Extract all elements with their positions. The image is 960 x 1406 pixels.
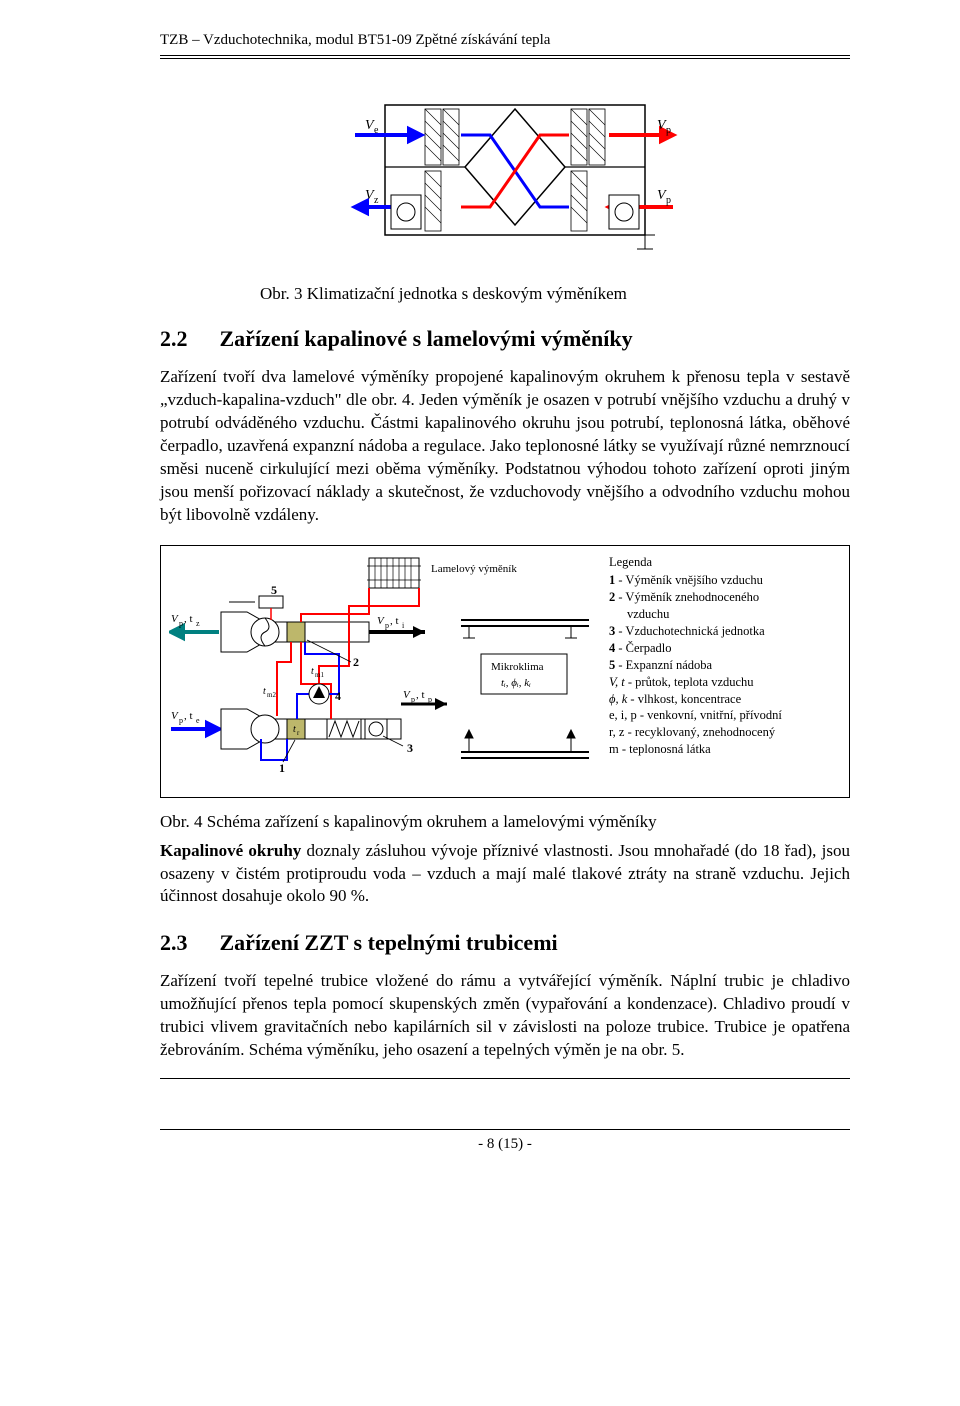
legend-item: 3 - Vzduchotechnická jednotka [609, 623, 782, 640]
svg-text:p: p [428, 695, 432, 704]
legend-item: 5 - Expanzní nádoba [609, 657, 782, 674]
sec22-para: Zařízení tvoří dva lamelové výměníky pro… [160, 366, 850, 527]
legend-item: 1 - Výměník vnějšího vzduchu [609, 572, 782, 589]
svg-text:p: p [411, 695, 415, 704]
fig4-legend: Legenda 1 - Výměník vnějšího vzduchu2 - … [609, 554, 782, 759]
page-footer: - 8 (15) - [160, 1129, 850, 1153]
sec23-para: Zařízení tvoří tepelné trubice vložené d… [160, 970, 850, 1062]
svg-text:4: 4 [335, 689, 341, 703]
svg-text:p: p [179, 619, 183, 628]
fig4-svg: Lamelový výměník V p , t z [169, 554, 599, 784]
fig4-caption: Obr. 4 Schéma zařízení s kapalinovým okr… [160, 812, 850, 832]
svg-text:p: p [385, 621, 389, 630]
svg-text:1: 1 [279, 761, 285, 775]
running-header: TZB – Vzduchotechnika, modul BT51-09 Zpě… [160, 32, 850, 56]
svg-text:e: e [374, 125, 379, 136]
svg-text:t: t [263, 686, 266, 697]
legend-item: 2 - Výměník znehodnoceného [609, 589, 782, 606]
svg-text:p: p [666, 125, 671, 136]
legend-symbol: e, i, p - venkovní, vnitřní, přívodní [609, 707, 782, 724]
svg-text:, t: , t [416, 689, 425, 701]
svg-text:3: 3 [407, 741, 413, 755]
svg-text:V: V [377, 615, 385, 627]
heading-2-2: 2.2 Zařízení kapalinové s lamelovými vým… [160, 326, 850, 352]
svg-text:Mikroklima: Mikroklima [491, 661, 544, 673]
svg-text:t: t [293, 724, 296, 735]
fig4-top-label: Lamelový výměník [431, 563, 517, 575]
svg-text:2: 2 [353, 655, 359, 669]
figure-3: V e V z V p V p [160, 87, 850, 262]
fig3-svg: V e V z V p V p [325, 87, 685, 257]
svg-text:V: V [171, 613, 179, 625]
heading-title: Zařízení kapalinové s lamelovými výměník… [220, 326, 633, 352]
svg-text:m2: m2 [267, 691, 276, 699]
fig3-caption: Obr. 3 Klimatizační jednotka s deskovým … [160, 284, 850, 304]
para-after-fig4: Kapalinové okruhy doznaly zásluhou vývoj… [160, 840, 850, 909]
svg-text:i: i [402, 621, 405, 630]
svg-text:m1: m1 [315, 671, 324, 679]
svg-text:, t: , t [184, 613, 193, 625]
heading-num: 2.3 [160, 930, 188, 956]
svg-text:tᵢ, ϕᵢ, kᵢ: tᵢ, ϕᵢ, kᵢ [501, 677, 531, 689]
legend-symbol: ϕ, k - vlhkost, koncentrace [609, 691, 782, 708]
svg-text:V: V [171, 710, 179, 722]
svg-text:e: e [196, 716, 200, 725]
svg-text:, t: , t [390, 615, 399, 627]
bold-lead: Kapalinové okruhy [160, 841, 301, 860]
svg-text:p: p [179, 716, 183, 725]
legend-symbol: m - teplonosná látka [609, 741, 782, 758]
figure-4: Lamelový výměník V p , t z [160, 545, 850, 798]
svg-text:5: 5 [271, 583, 277, 597]
legend-symbol: V, t - průtok, teplota vzduchu [609, 674, 782, 691]
heading-2-3: 2.3 Zařízení ZZT s tepelnými trubicemi [160, 930, 850, 956]
legend-item: vzduchu [609, 606, 782, 623]
heading-num: 2.2 [160, 326, 188, 352]
legend-symbol: r, z - recyklovaný, znehodnocený [609, 724, 782, 741]
svg-text:p: p [666, 195, 671, 206]
legend-item: 4 - Čerpadlo [609, 640, 782, 657]
svg-text:, t: , t [184, 710, 193, 722]
svg-text:z: z [374, 195, 379, 206]
svg-text:z: z [196, 619, 200, 628]
svg-text:t: t [311, 666, 314, 677]
svg-text:V: V [403, 689, 411, 701]
heading-title: Zařízení ZZT s tepelnými trubicemi [220, 930, 558, 956]
legend-title: Legenda [609, 554, 782, 571]
